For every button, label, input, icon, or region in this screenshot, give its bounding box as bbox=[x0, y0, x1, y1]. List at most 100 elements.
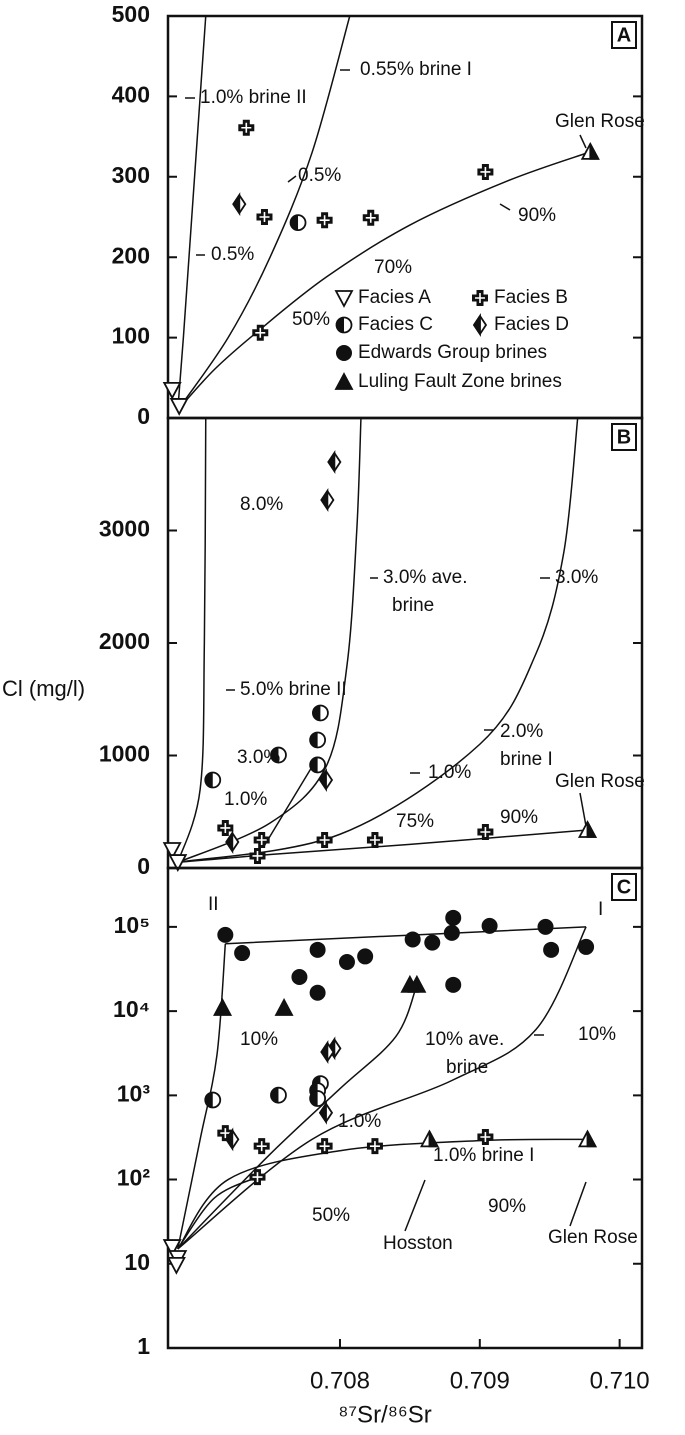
leader-line bbox=[579, 792, 587, 827]
mixing-curve bbox=[177, 418, 579, 864]
marker-half bbox=[225, 830, 234, 854]
annotation: 10% ave. bbox=[425, 1029, 504, 1050]
marker-inner bbox=[369, 834, 380, 845]
point bbox=[316, 212, 333, 229]
marker-inner bbox=[255, 327, 266, 338]
marker-shape bbox=[357, 948, 374, 965]
annotation: 0.5% bbox=[298, 165, 341, 186]
panel-label: B bbox=[617, 426, 631, 448]
marker-shape bbox=[162, 842, 182, 860]
y-tick-label: 400 bbox=[112, 81, 150, 107]
point bbox=[404, 931, 421, 948]
point bbox=[320, 488, 335, 512]
y-tick-label: 1000 bbox=[99, 741, 150, 767]
point bbox=[291, 968, 308, 985]
marker-inner bbox=[220, 822, 231, 833]
marker-shape bbox=[309, 941, 326, 958]
mixing-curve bbox=[177, 151, 591, 411]
point bbox=[270, 1086, 287, 1104]
annotation: 10% bbox=[578, 1024, 616, 1045]
marker-half bbox=[586, 1130, 597, 1148]
legend-marker bbox=[472, 313, 488, 337]
point bbox=[366, 1138, 383, 1155]
annotation: 2.0% bbox=[500, 721, 543, 742]
annotation: 3.0% bbox=[237, 747, 280, 768]
point bbox=[445, 976, 462, 993]
marker-half bbox=[225, 1127, 234, 1152]
y-tick-label: 200 bbox=[112, 242, 150, 268]
marker-shape bbox=[407, 974, 427, 993]
annotation: I bbox=[598, 899, 603, 920]
mixing-curve bbox=[177, 418, 207, 863]
marker-shape bbox=[424, 934, 441, 951]
marker-inner bbox=[259, 212, 270, 222]
marker-half bbox=[270, 1087, 279, 1103]
legend-marker bbox=[334, 290, 354, 308]
annotation: 50% bbox=[312, 1205, 350, 1226]
annotation: II bbox=[208, 894, 219, 915]
point bbox=[309, 1090, 327, 1107]
y-tick-label: 10⁵ bbox=[114, 912, 150, 938]
annotation: 70% bbox=[374, 257, 412, 278]
point bbox=[327, 450, 342, 474]
point bbox=[253, 831, 270, 848]
point bbox=[253, 1138, 270, 1155]
point bbox=[270, 746, 287, 764]
x-axis-label: ⁸⁷Sr/⁸⁶Sr bbox=[338, 1401, 431, 1428]
marker-shape bbox=[291, 968, 308, 985]
marker-half bbox=[586, 821, 597, 838]
point bbox=[204, 1091, 222, 1109]
point bbox=[577, 1129, 597, 1148]
point bbox=[217, 926, 234, 943]
annotation: 5.0% brine II bbox=[240, 679, 347, 700]
marker-shape bbox=[404, 931, 421, 948]
annotation: 1.0% brine I bbox=[433, 1145, 534, 1166]
marker-shape bbox=[338, 953, 355, 970]
point bbox=[309, 984, 326, 1001]
panel-label: A bbox=[617, 24, 631, 46]
marker-inner bbox=[480, 166, 491, 177]
point bbox=[168, 854, 188, 872]
legend-label: Edwards Group brines bbox=[358, 342, 547, 363]
marker-shape bbox=[543, 941, 560, 958]
x-tick-label: 0.709 bbox=[450, 1367, 510, 1394]
marker-half bbox=[318, 768, 327, 792]
marker-shape bbox=[445, 909, 462, 926]
point bbox=[362, 209, 379, 226]
panel-label-box bbox=[611, 873, 637, 901]
point bbox=[577, 820, 597, 838]
point bbox=[162, 842, 182, 860]
marker-shape bbox=[274, 998, 294, 1016]
y-tick-label: 10³ bbox=[117, 1080, 151, 1106]
annotation: 50% bbox=[292, 309, 330, 330]
panel-label: C bbox=[617, 876, 631, 898]
point bbox=[443, 924, 460, 941]
mixing-curve bbox=[177, 926, 587, 1250]
marker-shape bbox=[334, 372, 354, 390]
point bbox=[309, 756, 327, 774]
point bbox=[274, 998, 294, 1016]
marker-inner bbox=[480, 827, 491, 837]
legend-label: Facies D bbox=[494, 314, 569, 335]
marker-shape bbox=[166, 1256, 186, 1275]
x-tick-label: 0.710 bbox=[590, 1367, 650, 1394]
marker-shape bbox=[334, 290, 354, 308]
annotation: 10% bbox=[240, 1029, 278, 1050]
mixing-curve bbox=[177, 984, 418, 1250]
annotation: Glen Rose bbox=[555, 771, 645, 792]
annotation: 0.55% brine I bbox=[360, 59, 472, 80]
panel-frame bbox=[166, 866, 644, 1350]
marker-shape bbox=[445, 976, 462, 993]
marker-shape bbox=[168, 854, 188, 872]
leader-line bbox=[287, 175, 297, 183]
marker-inner bbox=[319, 1141, 330, 1152]
point bbox=[162, 381, 182, 400]
legend-marker bbox=[335, 316, 353, 334]
mixing-curve bbox=[177, 418, 362, 864]
legend-marker bbox=[334, 372, 354, 390]
point bbox=[238, 119, 255, 136]
marker-inner bbox=[220, 1128, 231, 1139]
marker-half bbox=[320, 1040, 329, 1064]
point bbox=[477, 163, 494, 180]
